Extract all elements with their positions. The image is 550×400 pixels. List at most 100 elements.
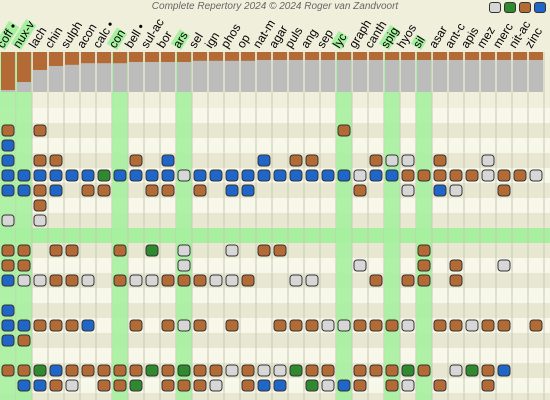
grid-row[interactable] <box>0 198 550 213</box>
grade-cell[interactable] <box>65 364 79 377</box>
grade-cell[interactable] <box>177 364 191 377</box>
remedy-score-bar[interactable] <box>49 52 63 66</box>
grade-cell[interactable] <box>241 169 255 182</box>
grade-cell[interactable] <box>17 169 31 182</box>
grade-cell[interactable] <box>113 379 127 392</box>
grade-cell[interactable] <box>385 169 399 182</box>
grade-cell[interactable] <box>401 184 415 197</box>
grade-cell[interactable] <box>401 154 415 167</box>
grade-cell[interactable] <box>353 319 367 332</box>
grade-cell[interactable] <box>321 379 335 392</box>
grade-cell[interactable] <box>1 184 15 197</box>
grade-cell[interactable] <box>449 169 463 182</box>
grade-cell[interactable] <box>81 364 95 377</box>
grade-cell[interactable] <box>257 379 271 392</box>
grade-cell[interactable] <box>1 334 15 347</box>
grade-cell[interactable] <box>65 379 79 392</box>
remedy-score-bar[interactable] <box>497 52 511 60</box>
grade-cell[interactable] <box>481 169 495 182</box>
grade-cell[interactable] <box>97 364 111 377</box>
grade-cell[interactable] <box>305 319 319 332</box>
grid-row[interactable] <box>0 153 550 168</box>
grade-cell[interactable] <box>177 379 191 392</box>
grade-cell[interactable] <box>417 259 431 272</box>
remedy-score-bar[interactable] <box>401 52 415 60</box>
grade-cell[interactable] <box>113 274 127 287</box>
grade-cell[interactable] <box>1 139 15 152</box>
grade-cell[interactable] <box>305 274 319 287</box>
grid-row[interactable] <box>0 393 550 400</box>
grade-cell[interactable] <box>289 169 303 182</box>
grade-cell[interactable] <box>129 364 143 377</box>
grade-cell[interactable] <box>33 154 47 167</box>
grade-cell[interactable] <box>305 154 319 167</box>
grade-cell[interactable] <box>305 364 319 377</box>
grade-cell[interactable] <box>337 379 351 392</box>
grade-cell[interactable] <box>385 154 399 167</box>
grade-cell[interactable] <box>289 364 303 377</box>
grade-cell[interactable] <box>97 379 111 392</box>
remedy-score-bar[interactable] <box>81 52 95 64</box>
grade-cell[interactable] <box>449 364 463 377</box>
grade-cell[interactable] <box>129 379 143 392</box>
remedy-score-bar[interactable] <box>353 52 367 60</box>
grid-row[interactable] <box>0 228 550 243</box>
grade-cell[interactable] <box>353 259 367 272</box>
grade-cell[interactable] <box>433 379 447 392</box>
grid-row[interactable] <box>0 258 550 273</box>
grade-cell[interactable] <box>33 364 47 377</box>
grade-cell[interactable] <box>497 259 511 272</box>
grade-cell[interactable] <box>17 244 31 257</box>
grade-cell[interactable] <box>145 364 159 377</box>
grade-cell[interactable] <box>433 184 447 197</box>
grade-cell[interactable] <box>449 319 463 332</box>
grade-cell[interactable] <box>497 169 511 182</box>
grade-cell[interactable] <box>161 154 175 167</box>
grade-cell[interactable] <box>433 154 447 167</box>
grid-row[interactable] <box>0 333 550 348</box>
remedy-score-bar[interactable] <box>273 52 287 60</box>
remedy-score-bar[interactable] <box>417 52 431 60</box>
remedy-score-bar[interactable] <box>337 52 351 60</box>
grade-cell[interactable] <box>17 334 31 347</box>
remedy-score-bar[interactable] <box>433 52 447 60</box>
grade-cell[interactable] <box>321 319 335 332</box>
grade-cell[interactable] <box>145 244 159 257</box>
grade-cell[interactable] <box>465 364 479 377</box>
grade-cell[interactable] <box>193 319 207 332</box>
grid-row[interactable] <box>0 123 550 138</box>
remedy-score-bar[interactable] <box>1 52 15 90</box>
grade-cell[interactable] <box>1 214 15 227</box>
grade-cell[interactable] <box>65 244 79 257</box>
grade-cell[interactable] <box>465 319 479 332</box>
grade-cell[interactable] <box>33 274 47 287</box>
grade-cell[interactable] <box>49 274 63 287</box>
grade-cell[interactable] <box>209 169 223 182</box>
grade-cell[interactable] <box>401 169 415 182</box>
grade-cell[interactable] <box>209 364 223 377</box>
grade-cell[interactable] <box>49 244 63 257</box>
grade-cell[interactable] <box>385 379 399 392</box>
remedy-score-bar[interactable] <box>449 52 463 60</box>
grade-cell[interactable] <box>241 274 255 287</box>
grade-cell[interactable] <box>17 379 31 392</box>
grade-cell[interactable] <box>497 319 511 332</box>
remedy-score-bar[interactable] <box>65 52 79 65</box>
grade-cell[interactable] <box>193 274 207 287</box>
grade-cell[interactable] <box>401 364 415 377</box>
grade-cell[interactable] <box>1 319 15 332</box>
grade-cell[interactable] <box>321 364 335 377</box>
remedy-score-bar[interactable] <box>241 52 255 61</box>
grade-cell[interactable] <box>369 169 383 182</box>
grade-cell[interactable] <box>337 169 351 182</box>
grade-cell[interactable] <box>273 319 287 332</box>
grade-cell[interactable] <box>49 154 63 167</box>
remedy-score-bar[interactable] <box>289 52 303 60</box>
grade-cell[interactable] <box>353 184 367 197</box>
grade-cell[interactable] <box>177 274 191 287</box>
grid-row[interactable] <box>0 138 550 153</box>
grade-cell[interactable] <box>289 319 303 332</box>
remedy-score-bar[interactable] <box>161 52 175 62</box>
grade-cell[interactable] <box>81 319 95 332</box>
